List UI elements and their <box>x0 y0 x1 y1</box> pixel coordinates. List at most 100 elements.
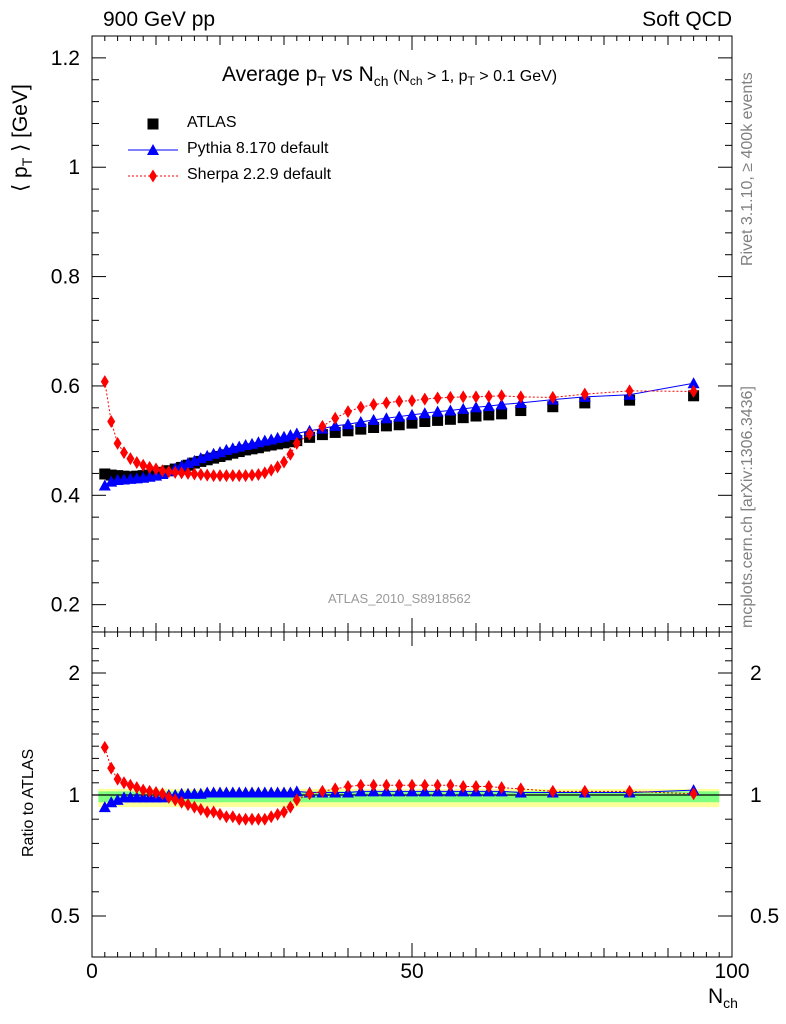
sherpa-ratio-point <box>331 782 340 796</box>
sherpa-point <box>292 436 301 450</box>
sherpa-ratio-point <box>107 761 116 775</box>
sherpa-ratio-point <box>184 798 192 812</box>
energy-label: 900 GeV pp <box>103 8 216 31</box>
sherpa-point <box>235 469 244 483</box>
sherpa-ratio-point <box>369 778 378 792</box>
legend-marker-atlas <box>147 118 159 130</box>
atlas-point <box>624 394 636 406</box>
ratio-series <box>98 740 700 826</box>
sherpa-point <box>196 468 205 482</box>
title-cut-close: > 0.1 GeV) <box>474 68 558 85</box>
sherpa-ratio-point <box>120 776 128 790</box>
atlas-point <box>342 425 354 437</box>
sherpa-ratio-point <box>241 812 250 826</box>
main-frame <box>91 35 733 633</box>
pythia-point <box>406 408 418 420</box>
sherpa-ratio-point <box>318 784 327 798</box>
sherpa-ratio-point <box>446 778 455 792</box>
atlas-point <box>99 468 111 480</box>
sherpa-point <box>331 411 340 425</box>
title-vs-sub: ch <box>373 73 389 90</box>
pythia-point <box>444 404 457 416</box>
sherpa-point <box>120 446 128 460</box>
sherpa-point <box>286 447 295 461</box>
sherpa-point <box>497 389 506 403</box>
ratio-y-tick-label: 2 <box>68 662 80 685</box>
atlas-point <box>278 437 290 449</box>
sherpa-point <box>100 375 109 389</box>
sherpa-point <box>177 466 186 480</box>
atlas-point <box>406 417 418 429</box>
atlas-point <box>105 469 117 481</box>
main-series <box>98 375 700 491</box>
sherpa-ratio-point <box>152 786 160 800</box>
sherpa-ratio-point <box>216 807 224 821</box>
legend-label-pythia: Pythia 8.170 default <box>187 140 329 157</box>
sherpa-point <box>132 455 141 469</box>
sherpa-ratio-point <box>164 790 173 804</box>
xlabel-main: N <box>708 985 724 1008</box>
y-tick-label: 1.2 <box>51 47 80 70</box>
sherpa-point <box>280 455 288 469</box>
sherpa-point <box>171 465 180 479</box>
sherpa-ratio-point <box>132 781 141 795</box>
pythia-point <box>367 413 380 425</box>
pythia-point <box>393 410 406 422</box>
atlas-point <box>259 440 271 452</box>
sherpa-ratio-point <box>516 782 525 796</box>
sherpa-ratio-point <box>248 812 256 826</box>
sherpa-ratio-point <box>459 779 468 793</box>
atlas-point <box>329 426 341 438</box>
sherpa-ratio-point <box>292 793 301 807</box>
sherpa-ratio-point <box>145 784 154 798</box>
atlas-point <box>547 401 559 413</box>
atlas-point <box>355 423 367 435</box>
atlas-point <box>515 405 527 417</box>
ratio-y-tick-label-right: 0.5 <box>750 905 779 928</box>
sherpa-ratio-point <box>433 778 442 792</box>
ratio-y-tick-label-right: 2 <box>750 662 762 685</box>
atlas-point <box>272 438 284 450</box>
sherpa-ratio-point <box>625 784 634 798</box>
sherpa-ratio-point <box>286 800 295 814</box>
sherpa-ratio-point <box>113 772 122 786</box>
sherpa-point <box>625 384 634 398</box>
sherpa-point <box>459 390 468 404</box>
atlas-point <box>457 412 469 424</box>
sherpa-ratio-point <box>472 779 480 793</box>
sherpa-point <box>356 400 365 414</box>
sherpa-point <box>305 427 314 441</box>
pythia-point <box>431 405 444 417</box>
sherpa-point <box>216 469 224 483</box>
sherpa-ratio-point <box>126 778 135 792</box>
sherpa-ratio-point <box>344 779 352 793</box>
atlas-point <box>316 429 328 441</box>
pythia-point <box>354 416 367 428</box>
sherpa-point <box>184 466 192 480</box>
atlas-point <box>470 410 482 422</box>
sherpa-point <box>344 405 352 419</box>
atlas-point <box>368 422 380 434</box>
sherpa-ratio-point <box>382 778 391 792</box>
sherpa-point <box>203 468 212 482</box>
sherpa-ratio-point <box>497 781 506 795</box>
atlas-point <box>496 408 508 420</box>
sherpa-ratio-point <box>408 778 416 792</box>
atlas-point <box>579 397 591 409</box>
sherpa-ratio-point <box>203 805 212 819</box>
sherpa-ratio-point <box>420 778 429 792</box>
chart-title: Average pT vs Nch (Nch > 1, pT > 0.1 GeV… <box>222 63 557 89</box>
title-cut-open: (N <box>388 68 410 85</box>
sherpa-point <box>152 462 160 476</box>
sherpa-point <box>190 467 199 481</box>
pythia-point <box>482 400 495 412</box>
atlas-point <box>284 436 296 448</box>
sherpa-point <box>472 390 480 404</box>
sherpa-ratio-point <box>158 787 167 801</box>
atlas-point <box>432 414 444 426</box>
sherpa-point <box>267 463 276 477</box>
sherpa-point <box>382 396 391 410</box>
pythia-point <box>98 479 111 491</box>
sherpa-point <box>254 468 263 482</box>
